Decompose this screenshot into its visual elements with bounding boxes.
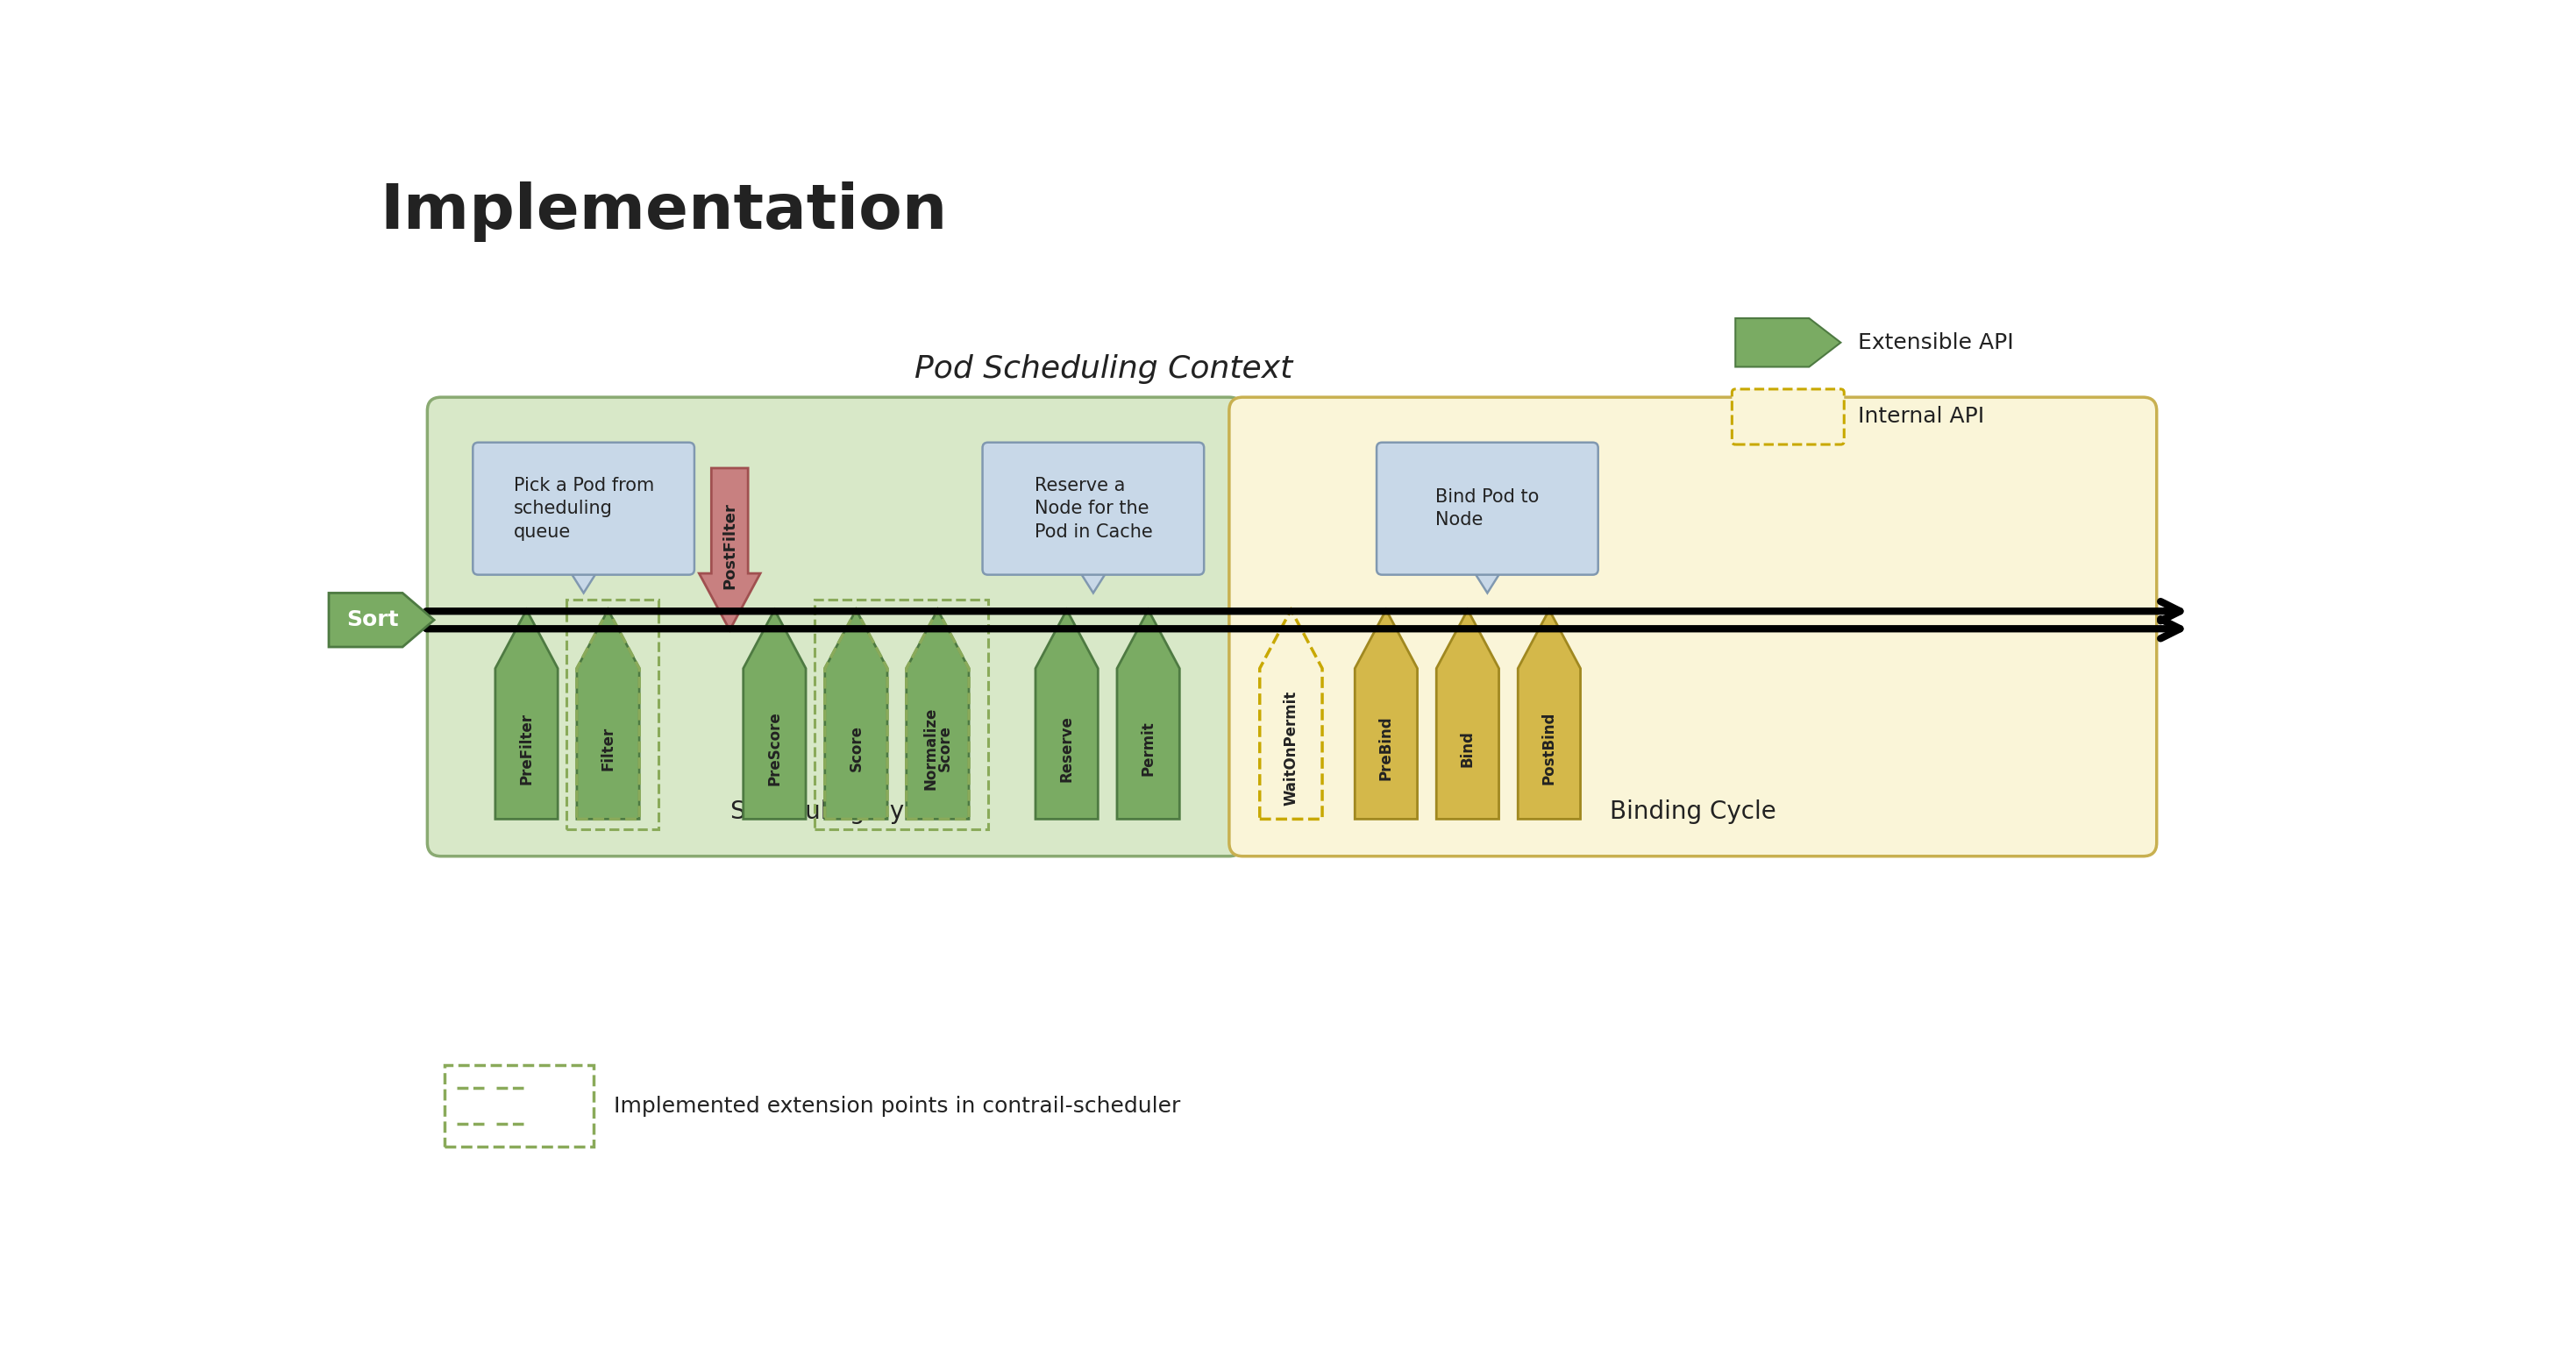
Polygon shape bbox=[1517, 610, 1582, 820]
Text: Reserve: Reserve bbox=[1059, 715, 1074, 782]
Text: Score: Score bbox=[848, 726, 863, 772]
Text: Internal API: Internal API bbox=[1857, 406, 1984, 427]
Text: PostFilter: PostFilter bbox=[721, 502, 737, 589]
Polygon shape bbox=[330, 593, 435, 647]
Polygon shape bbox=[495, 610, 559, 820]
FancyBboxPatch shape bbox=[981, 442, 1203, 574]
Polygon shape bbox=[569, 569, 598, 593]
Text: Pick a Pod from
scheduling
queue: Pick a Pod from scheduling queue bbox=[513, 476, 654, 540]
Text: WaitOnPermit: WaitOnPermit bbox=[1283, 690, 1298, 806]
Text: Bind: Bind bbox=[1461, 730, 1476, 767]
Bar bbox=[814, 600, 989, 829]
Text: Filter: Filter bbox=[600, 726, 616, 771]
Polygon shape bbox=[907, 610, 969, 820]
Text: PreFilter: PreFilter bbox=[518, 712, 533, 784]
Polygon shape bbox=[1036, 610, 1097, 820]
Text: PreBind: PreBind bbox=[1378, 716, 1394, 780]
Text: Scheduling Cycle: Scheduling Cycle bbox=[732, 799, 940, 824]
Text: Permit: Permit bbox=[1141, 720, 1157, 776]
Text: Bind Pod to
Node: Bind Pod to Node bbox=[1435, 488, 1540, 529]
Text: Reserve a
Node for the
Pod in Cache: Reserve a Node for the Pod in Cache bbox=[1033, 476, 1151, 540]
Polygon shape bbox=[1736, 318, 1842, 367]
Text: PreScore: PreScore bbox=[768, 711, 783, 786]
Text: Binding Cycle: Binding Cycle bbox=[1610, 799, 1775, 824]
Text: Pod Scheduling Context: Pod Scheduling Context bbox=[914, 353, 1293, 383]
Polygon shape bbox=[1437, 610, 1499, 820]
FancyBboxPatch shape bbox=[474, 442, 696, 574]
Polygon shape bbox=[1473, 569, 1502, 593]
Polygon shape bbox=[1079, 569, 1108, 593]
FancyBboxPatch shape bbox=[1376, 442, 1597, 574]
Polygon shape bbox=[1260, 610, 1321, 820]
Polygon shape bbox=[1355, 610, 1417, 820]
Text: Normalize
Score: Normalize Score bbox=[922, 707, 953, 790]
Polygon shape bbox=[824, 610, 886, 820]
FancyBboxPatch shape bbox=[428, 397, 1242, 857]
Text: Sort: Sort bbox=[348, 610, 399, 630]
FancyBboxPatch shape bbox=[1731, 389, 1844, 445]
Text: Extensible API: Extensible API bbox=[1857, 331, 2014, 353]
Bar bbox=[443, 1065, 595, 1147]
Polygon shape bbox=[698, 468, 760, 630]
Text: Implementation: Implementation bbox=[379, 181, 948, 241]
Polygon shape bbox=[744, 610, 806, 820]
Text: PostBind: PostBind bbox=[1540, 712, 1556, 784]
Polygon shape bbox=[1118, 610, 1180, 820]
Bar bbox=[567, 600, 659, 829]
Polygon shape bbox=[577, 610, 639, 820]
FancyBboxPatch shape bbox=[1229, 397, 2156, 857]
Text: Implemented extension points in contrail-scheduler: Implemented extension points in contrail… bbox=[613, 1095, 1180, 1117]
